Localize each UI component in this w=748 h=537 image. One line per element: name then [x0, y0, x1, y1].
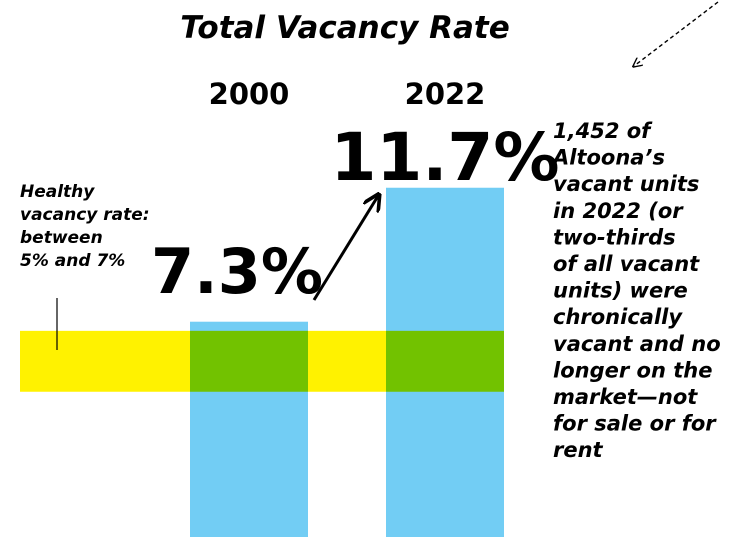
annotation: of all vacant — [553, 252, 700, 276]
annotation: two-thirds — [553, 225, 676, 249]
annotation: in 2022 (or — [553, 199, 684, 223]
labels: 2000 7.3% 2022 11.7% Healthy vacancy rate: bet… — [20, 77, 721, 462]
annotation: 1,452 of — [553, 119, 653, 143]
annotation: Altoona’s — [551, 146, 665, 170]
chart-title: Total Vacancy Rate — [180, 10, 509, 46]
annotation: units) were — [553, 279, 688, 303]
annotation: market—not — [553, 385, 698, 409]
band-label: 5% and 7% — [20, 251, 125, 271]
band-label: vacancy rate: — [20, 205, 150, 225]
arrow — [312, 196, 378, 301]
value-label: 11.7% — [331, 119, 560, 196]
annotation: rent — [553, 438, 604, 462]
band — [20, 330, 504, 392]
annotation: vacant units — [553, 172, 699, 196]
annotation: longer on the — [553, 358, 712, 382]
annotation: for sale or for — [553, 412, 717, 436]
value-label: 7.3% — [151, 235, 323, 308]
healthy-band — [20, 330, 504, 392]
annotation: vacant and no — [553, 332, 721, 356]
category-label: 2000 — [209, 77, 290, 111]
category-label: 2022 — [405, 77, 486, 111]
band-label: Healthy — [20, 182, 95, 202]
annotation: chronically — [553, 305, 683, 329]
band-label: between — [20, 228, 103, 248]
dashed-arrow — [634, 1, 719, 66]
